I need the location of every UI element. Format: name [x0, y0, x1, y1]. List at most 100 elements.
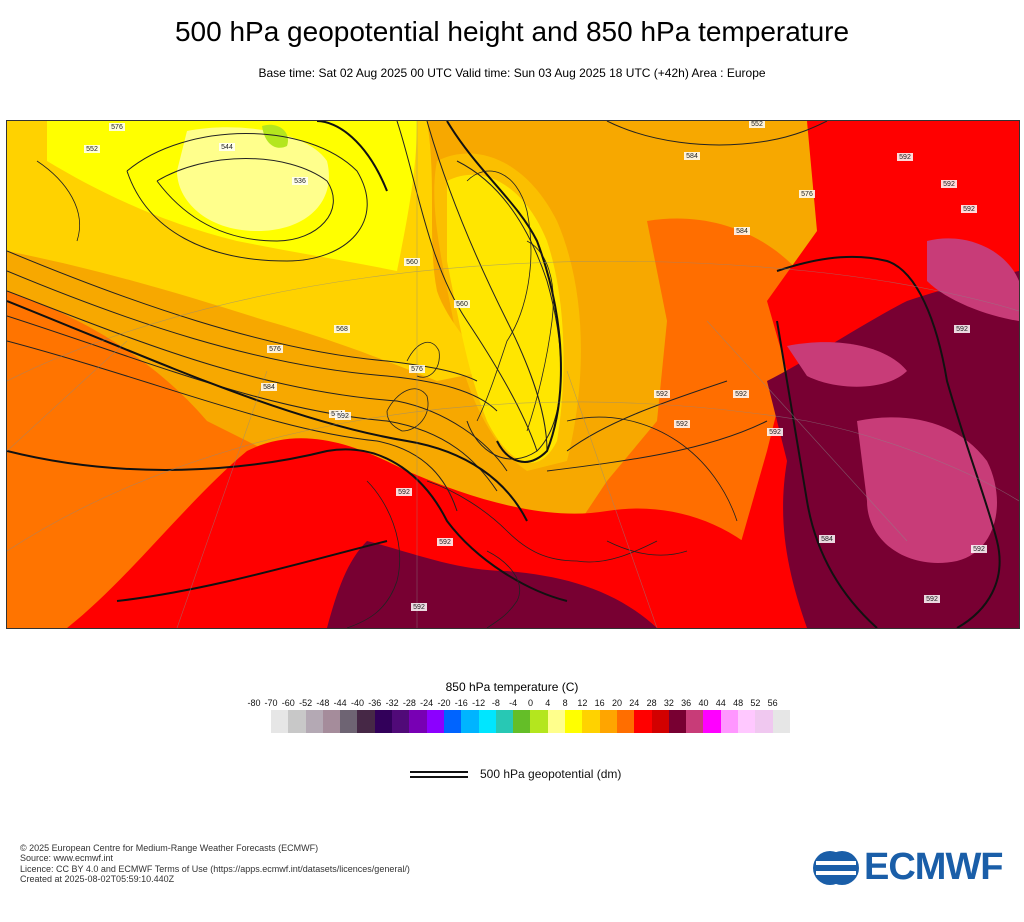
contour-label-bg	[335, 412, 351, 420]
contour-label-bg	[411, 603, 427, 611]
legend-swatch	[755, 710, 773, 733]
legend-color-bar	[271, 710, 790, 733]
geopotential-contours-bold	[7, 121, 1001, 628]
legend-swatch	[686, 710, 704, 733]
legend-tick: 32	[663, 698, 674, 708]
contour-label: 576	[269, 346, 281, 353]
contour-label-bg	[84, 145, 100, 153]
legend-swatch	[271, 710, 289, 733]
contour-label: 592	[769, 429, 781, 436]
ecmwf-logo[interactable]: ECMWF	[812, 846, 1004, 889]
contour-label-bg	[404, 258, 420, 266]
legend-swatch	[409, 710, 427, 733]
legend-tick: 12	[577, 698, 588, 708]
contour-label-bg	[897, 153, 913, 161]
legend-swatch	[738, 710, 756, 733]
contour-label: 592	[413, 604, 425, 611]
contour-label-bg	[749, 121, 765, 128]
legend-tick: -4	[509, 698, 518, 708]
contour-label: 584	[686, 153, 698, 160]
legend-swatch	[720, 710, 739, 733]
contour-label-bg	[437, 538, 453, 546]
forecast-map[interactable]: 576 552 536 544 560 568 576 584 592 584 560 576 552 5…	[6, 120, 1020, 629]
contour-label: 584	[736, 228, 748, 235]
legend-swatch	[547, 710, 566, 733]
chart-title: 500 hPa geopotential height and 850 hPa …	[174, 16, 850, 47]
footer: © 2025 European Centre for Medium-Range …	[20, 843, 410, 885]
temp-field-32	[927, 238, 1019, 321]
contour-label: 592	[963, 206, 975, 213]
contour-legend-label: 500 hPa geopotential (dm)	[480, 767, 622, 781]
legend-swatch	[565, 710, 583, 733]
legend-tick: -44	[333, 698, 347, 708]
legend-tick: 52	[750, 698, 761, 708]
contour-label-bg	[674, 420, 690, 428]
contour-label-bg	[799, 190, 815, 198]
legend-tick: -16	[454, 698, 468, 708]
legend-swatch	[322, 710, 341, 733]
contour-label-bg	[454, 300, 470, 308]
legend-tick: 56	[767, 698, 778, 708]
contour-label: 592	[943, 181, 955, 188]
footer-licence: Licence: CC BY 4.0 and ECMWF Terms of Us…	[20, 863, 410, 874]
legend-tick: 0	[527, 698, 534, 708]
legend-swatch	[305, 710, 323, 733]
contour-label-bg	[409, 365, 425, 373]
contour-label-bg	[734, 227, 750, 235]
legend-tick: -60	[281, 698, 295, 708]
legend-swatch	[495, 710, 514, 733]
contour-label: 536	[294, 178, 306, 185]
legend-swatch	[668, 710, 687, 733]
contour-label-bg	[971, 545, 987, 553]
legend-swatch	[392, 710, 410, 733]
temp-field-neg4	[262, 124, 288, 148]
legend-tick: 8	[562, 698, 568, 708]
legend-swatch	[426, 710, 444, 733]
legend-swatch	[374, 710, 393, 733]
contour-label-bg	[684, 152, 700, 160]
contour-label: 584	[821, 536, 833, 543]
contour-label-bg	[292, 177, 308, 185]
legend-swatch	[288, 710, 306, 733]
legend-tick: -70	[264, 698, 278, 708]
legend-tick: 24	[629, 698, 640, 708]
contour-label: 592	[439, 539, 451, 546]
contour-label: 576	[801, 191, 813, 198]
legend-tick: -32	[385, 698, 399, 708]
chart-subtitle: Base time: Sat 02 Aug 2025 00 UTC Valid …	[258, 66, 766, 80]
contour-label: 592	[973, 546, 985, 553]
legend-swatch	[461, 710, 479, 733]
contour-label: 576	[111, 124, 123, 131]
contour-labels: 576 552 536 544 560 568 576 584 592 584 560 576 552 5…	[84, 121, 987, 611]
contour-label-bg	[396, 488, 412, 496]
contour-label-bg	[261, 383, 277, 391]
contour-label: 592	[676, 421, 688, 428]
legend-tick: -52	[299, 698, 313, 708]
legend-swatch	[530, 710, 548, 733]
ecmwf-logo-icon	[813, 850, 859, 885]
contour-label-bg	[654, 390, 670, 398]
contour-label: 544	[221, 144, 233, 151]
footer-source: Source: www.ecmwf.int	[20, 853, 114, 864]
temp-field-8	[434, 153, 581, 471]
legend-tick: -8	[491, 698, 500, 708]
contour-label-bg	[109, 123, 125, 131]
legend-tick: 20	[611, 698, 623, 708]
legend-swatch	[651, 710, 669, 733]
legend-tick: -80	[247, 698, 261, 708]
legend-swatch	[478, 710, 496, 733]
contour-label-bg	[767, 428, 783, 436]
legend-swatch	[599, 710, 617, 733]
legend-tick: -28	[402, 698, 416, 708]
temp-field-32	[857, 417, 997, 563]
footer-copyright: © 2025 European Centre for Medium-Range …	[20, 843, 319, 853]
contour-label: 592	[956, 326, 968, 333]
contour-label: 592	[398, 489, 410, 496]
legend-swatch	[582, 710, 600, 733]
legend-tick: 4	[545, 698, 551, 708]
contour-label-bg	[733, 390, 749, 398]
legend-ticks: -80 -70 -60 -52 -48 -44 -40 -36 -32 -28 -24 -20 -16-…	[244, 698, 784, 710]
temp-field-24	[67, 438, 787, 628]
legend-tick: -12	[472, 698, 486, 708]
graticule	[7, 121, 1019, 628]
